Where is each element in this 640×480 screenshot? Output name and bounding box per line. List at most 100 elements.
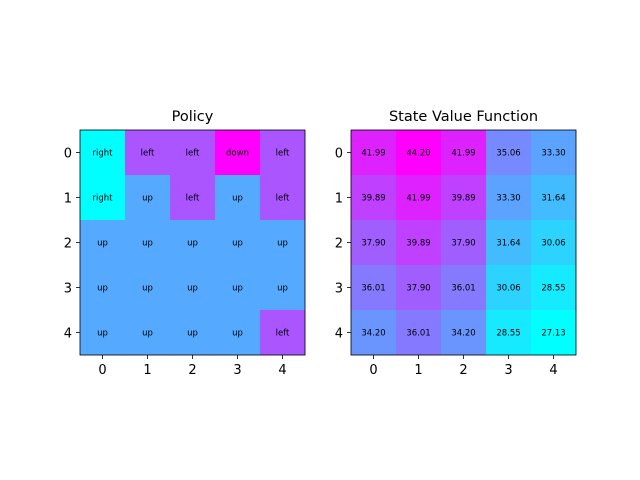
x-tick-label: 2 [188, 363, 196, 378]
cell-label: left [186, 194, 200, 204]
cell-label: right [93, 194, 114, 204]
heatmap-cell [486, 220, 532, 266]
cell-label: up [97, 239, 108, 249]
y-tick-label: 1 [335, 192, 343, 207]
heatmap-cell [351, 175, 397, 221]
cell-label: up [232, 284, 243, 294]
cell-label: 28.55 [541, 284, 565, 294]
heatmap-cell [215, 175, 261, 221]
y-tick-label: 4 [335, 327, 343, 342]
heatmap-cell [351, 220, 397, 266]
x-tick-label: 4 [278, 363, 286, 378]
y-tick-label: 3 [64, 282, 72, 297]
y-tick-label: 0 [335, 147, 343, 162]
cell-label: 41.99 [406, 194, 430, 204]
x-tick-label: 2 [459, 363, 467, 378]
cell-label: 37.90 [361, 239, 385, 249]
heatmap-cell [396, 175, 442, 221]
x-tick-label: 1 [414, 363, 422, 378]
heatmap-cell [486, 130, 532, 176]
heatmap-cell [396, 310, 442, 356]
x-tick-label: 3 [233, 363, 241, 378]
cell-label: up [142, 239, 153, 249]
heatmap-cell [170, 130, 216, 176]
heatmap-cell [441, 220, 487, 266]
cell-label: 31.64 [541, 194, 565, 204]
heatmap-cell [260, 310, 306, 356]
heatmap-cell [531, 175, 577, 221]
cell-label: 34.20 [451, 329, 475, 339]
cell-label: 28.55 [496, 329, 520, 339]
heatmap-cell [260, 220, 306, 266]
heatmap-cell [441, 265, 487, 311]
cell-label: 39.89 [406, 239, 430, 249]
heatmap-cell [125, 265, 171, 311]
cell-label: 30.06 [541, 239, 565, 249]
heatmap-cell [441, 130, 487, 176]
heatmap-cell [396, 265, 442, 311]
heatmap-cell [396, 130, 442, 176]
cell-label: left [141, 149, 155, 159]
y-tick-label: 4 [64, 327, 72, 342]
chart-title: State Value Function [389, 109, 538, 125]
cell-label: up [277, 239, 288, 249]
cell-label: left [276, 329, 290, 339]
heatmap-cell [170, 310, 216, 356]
heatmap-cell [531, 130, 577, 176]
y-tick-label: 1 [64, 192, 72, 207]
cell-label: up [232, 239, 243, 249]
heatmap-cell [80, 130, 126, 176]
cell-label: 33.30 [541, 149, 565, 159]
cell-label: 36.01 [406, 329, 430, 339]
heatmap-cell [215, 130, 261, 176]
cell-label: 44.20 [406, 149, 430, 159]
heatmap-cell [531, 220, 577, 266]
cell-label: 37.90 [406, 284, 430, 294]
heatmap-cell [125, 220, 171, 266]
y-tick-label: 0 [64, 147, 72, 162]
heatmap-cell [215, 265, 261, 311]
cell-label: up [232, 194, 243, 204]
heatmap-cell [125, 310, 171, 356]
cell-label: left [276, 194, 290, 204]
y-tick-label: 3 [335, 282, 343, 297]
heatmap-cell [125, 175, 171, 221]
cell-label: 36.01 [361, 284, 385, 294]
cell-label: 34.20 [361, 329, 385, 339]
cell-label: 37.90 [451, 239, 475, 249]
heatmap-cell [260, 175, 306, 221]
heatmap-cell [170, 265, 216, 311]
y-tick-label: 2 [64, 237, 72, 252]
heatmap-cell [125, 130, 171, 176]
cell-label: 39.89 [361, 194, 385, 204]
heatmap-cell [441, 310, 487, 356]
heatmap-cell [80, 175, 126, 221]
heatmap-cell [531, 265, 577, 311]
heatmap-cell [170, 220, 216, 266]
cell-label: left [276, 149, 290, 159]
policy-heatmap: Policy right left left down left right up left up… [64, 109, 306, 378]
cell-label: 31.64 [496, 239, 520, 249]
heatmap-cell [215, 220, 261, 266]
chart-title: Policy [172, 109, 214, 125]
heatmap-cell [80, 265, 126, 311]
x-tick-label: 4 [549, 363, 557, 378]
heatmap-cell [170, 175, 216, 221]
heatmap-cell [351, 130, 397, 176]
heatmap-cell [441, 175, 487, 221]
heatmap-cell [486, 175, 532, 221]
cell-label: 35.06 [496, 149, 520, 159]
cell-label: up [97, 284, 108, 294]
cell-label: up [232, 329, 243, 339]
cell-label: right [93, 149, 114, 159]
heatmap-cell [215, 310, 261, 356]
cell-label: up [277, 284, 288, 294]
cell-label: down [226, 149, 249, 159]
heatmap-cell [351, 310, 397, 356]
cell-label: 30.06 [496, 284, 520, 294]
heatmap-cell [351, 265, 397, 311]
cell-label: up [187, 239, 198, 249]
cell-label: left [186, 149, 200, 159]
cell-label: up [142, 194, 153, 204]
